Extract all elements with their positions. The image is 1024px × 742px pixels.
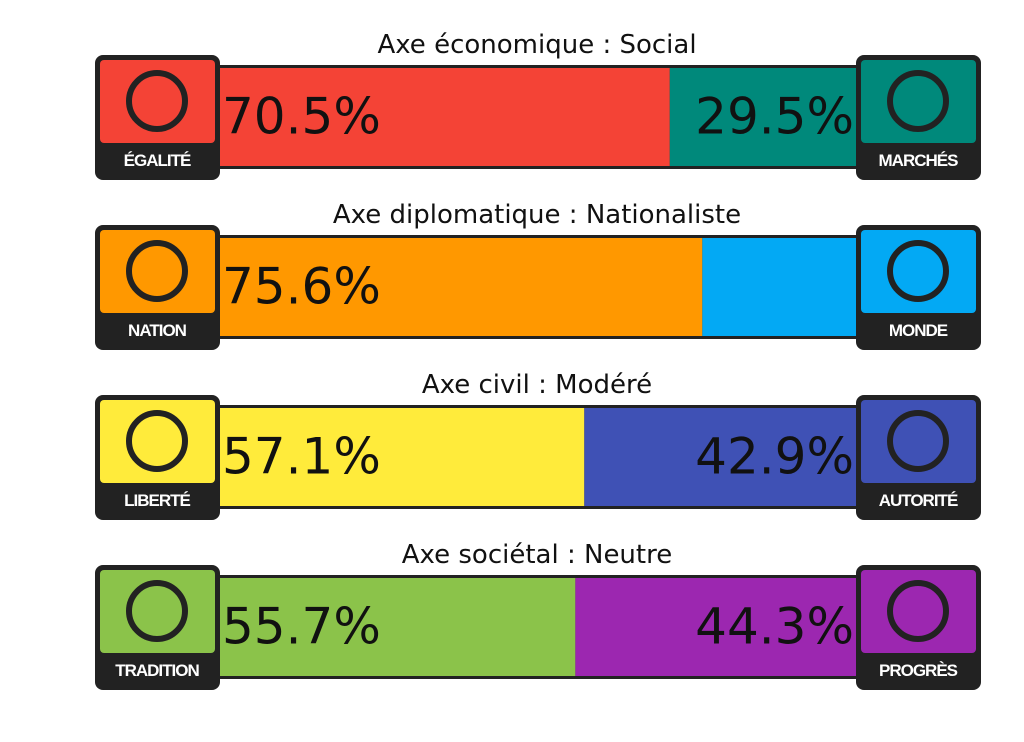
icon-fill	[861, 400, 976, 483]
icon-label: PROGRÈS	[879, 661, 958, 680]
icon-fill	[100, 230, 215, 313]
right-percent: 44.3%	[695, 598, 854, 656]
left-bar	[220, 238, 703, 336]
icon-fill	[100, 60, 215, 143]
left-percent: 75.6%	[222, 258, 381, 316]
right-bar	[669, 68, 858, 166]
icon-fill	[100, 400, 215, 483]
icon-glyph	[126, 240, 188, 302]
icon-glyph	[887, 70, 949, 132]
axis-row: Axe économique : Social 70.5% 29.5% ÉGALITÉ…	[95, 30, 981, 180]
icon-label: MONDE	[889, 321, 948, 340]
icon-fill	[100, 570, 215, 653]
icon-label: LIBERTÉ	[124, 491, 190, 510]
right-bar	[702, 238, 858, 336]
right-percent: 29.5%	[695, 88, 854, 146]
right-bar	[584, 408, 858, 506]
icon-fill	[861, 570, 976, 653]
right-bar	[575, 578, 858, 676]
axis-title: Axe diplomatique : Nationaliste	[333, 200, 741, 230]
icon-fill	[861, 60, 976, 143]
icon-fill	[861, 230, 976, 313]
left-percent: 55.7%	[222, 598, 381, 656]
axis-title: Axe civil : Modéré	[422, 370, 652, 400]
axis-title: Axe sociétal : Neutre	[402, 540, 672, 570]
left-bar	[220, 578, 576, 676]
icon-label: MARCHÉS	[879, 151, 959, 170]
axis-row: Axe diplomatique : Nationaliste 75.6% NATI…	[95, 200, 981, 350]
icon-glyph	[126, 580, 188, 642]
icon-label: NATION	[128, 321, 187, 340]
axis-title: Axe économique : Social	[377, 30, 696, 60]
icon-label: ÉGALITÉ	[124, 151, 191, 170]
icon-glyph	[887, 580, 949, 642]
icon-glyph	[887, 240, 949, 302]
icon-label: AUTORITÉ	[879, 491, 958, 510]
icon-glyph	[126, 410, 188, 472]
left-percent: 70.5%	[222, 88, 381, 146]
axis-row: Axe sociétal : Neutre 55.7% 44.3% TRADITION…	[95, 540, 981, 690]
icon-glyph	[887, 410, 949, 472]
icon-glyph	[126, 70, 188, 132]
left-bar	[220, 408, 585, 506]
icon-label: TRADITION	[115, 661, 199, 680]
left-percent: 57.1%	[222, 428, 381, 486]
right-percent: 42.9%	[695, 428, 854, 486]
axis-row: Axe civil : Modéré 57.1% 42.9% LIBERTÉ AUTOR…	[95, 370, 981, 520]
left-bar	[220, 68, 670, 166]
